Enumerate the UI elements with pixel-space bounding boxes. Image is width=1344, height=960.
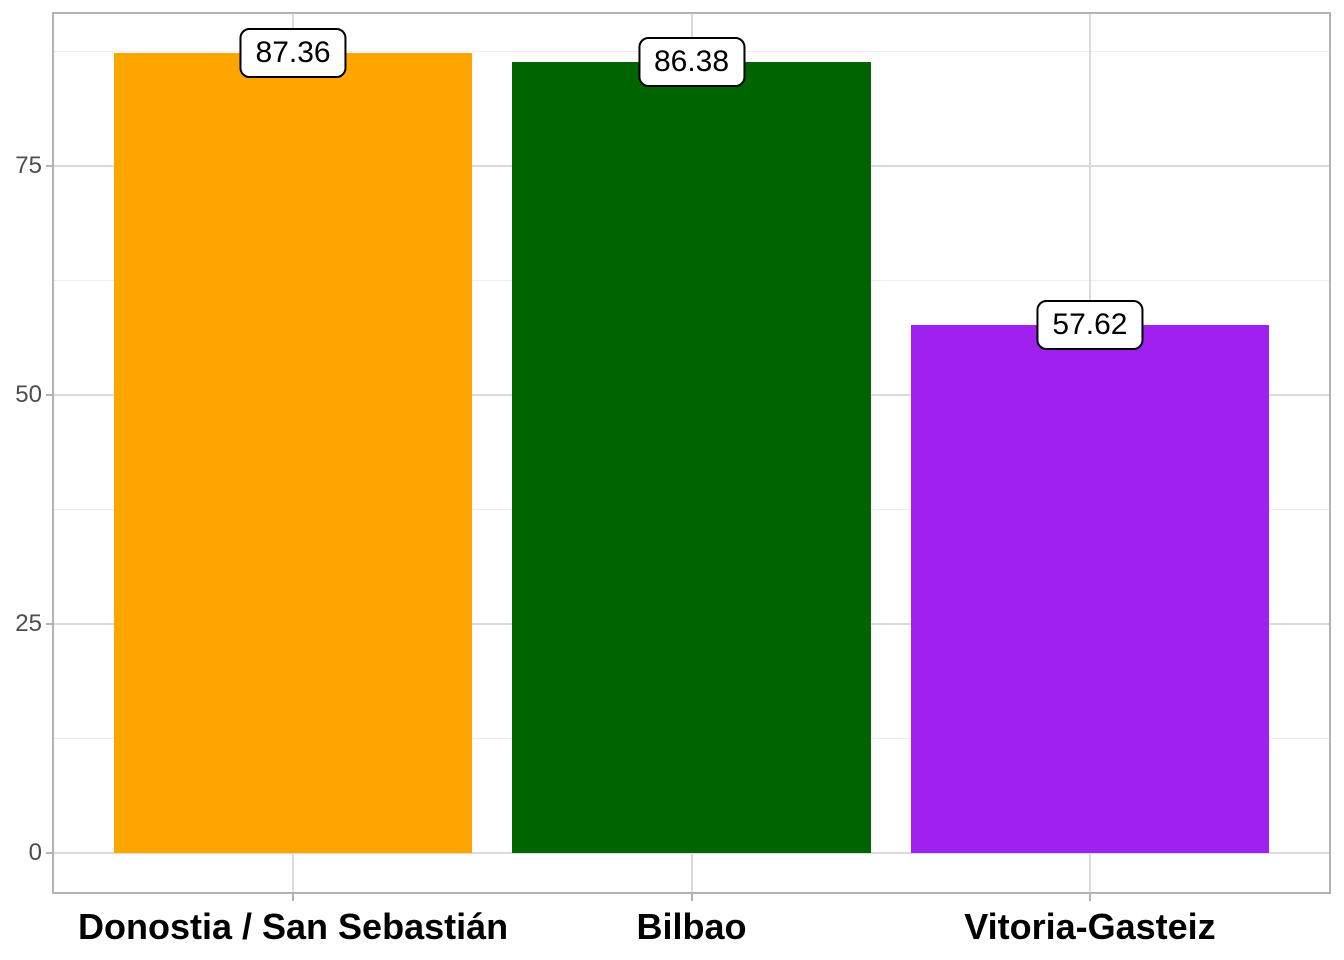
x-axis-tick-1 (690, 892, 693, 901)
x-axis-category-label-0: Donostia / San Sebastián (78, 906, 509, 947)
y-axis-tick-1 (46, 623, 54, 626)
plot-panel: 87.36 86.38 57.62 (54, 14, 1329, 892)
x-axis-tick-2 (1088, 892, 1091, 901)
y-axis-tick-3 (46, 165, 54, 168)
y-axis-tick-2 (46, 394, 54, 397)
x-axis-category-label-2: Vitoria-Gasteiz (964, 906, 1216, 947)
value-label-0: 87.36 (239, 28, 347, 79)
y-axis-label-2: 50 (15, 381, 42, 409)
value-label-2: 57.62 (1036, 300, 1144, 351)
y-axis-tick-0 (46, 852, 54, 854)
bar-0 (113, 53, 473, 853)
y-axis-label-3: 75 (15, 152, 42, 180)
bar-2 (910, 325, 1270, 853)
x-axis-category-label-1: Bilbao (636, 906, 747, 947)
x-axis-tick-0 (292, 892, 295, 901)
y-axis-label-1: 25 (15, 610, 42, 638)
value-label-1: 86.38 (637, 37, 746, 88)
bar-1 (512, 62, 871, 853)
y-axis-label-0: 0 (28, 839, 42, 866)
